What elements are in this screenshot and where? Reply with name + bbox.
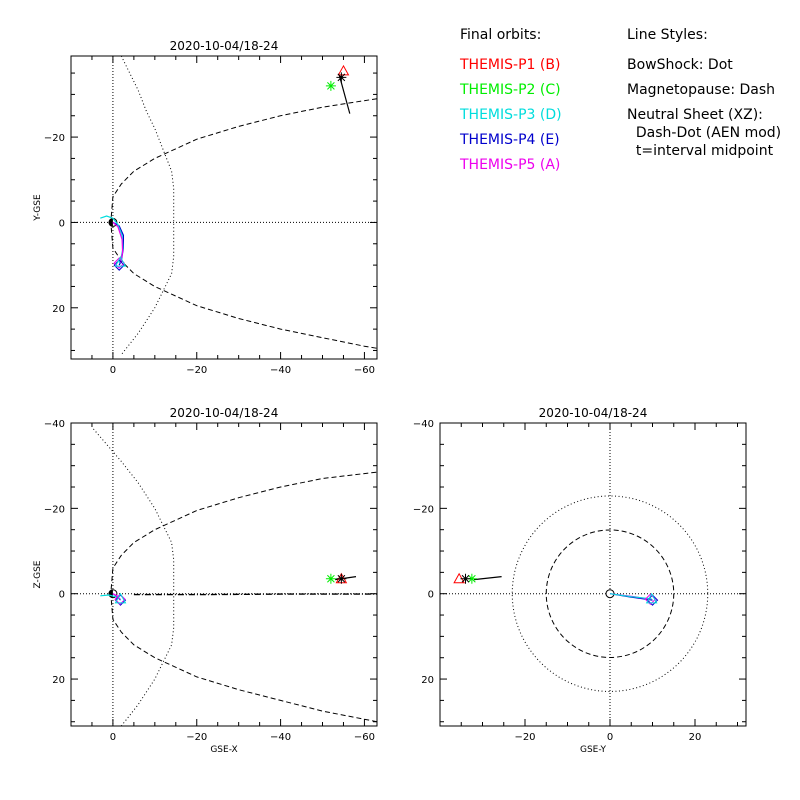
legend-style-bowshock: BowShock: Dot [627,57,733,73]
x-tick-label: −60 [354,365,375,376]
panel-title: 2020-10-04/18-24 [170,39,279,53]
orbit-line-2 [112,221,124,264]
x-tick-label: −60 [354,732,375,743]
y-tick-label: 0 [59,590,65,601]
plot-area [71,56,377,359]
legend-style-neutral-sheet-model: Dash-Dot (AEN mod) [627,125,782,141]
orbit-line-3 [473,576,502,581]
bow-shock-line [120,56,175,356]
y-axis-title: Z-GSE [33,560,43,588]
plot-frame [70,55,378,360]
panel-xy: 0 −20 −40 −60 −20 0 20 2020-10-04/18-24 Y-GSE [33,39,378,376]
legend-probe-p5: THEMIS-P5 (A) [460,157,561,173]
magnetopause-line [110,98,377,349]
x-tick-label: 20 [689,732,702,743]
magnetopause-line [110,471,377,723]
plot-frame [439,422,747,727]
panel-xz: 0 −20 −40 −60 20 0 −20 −40 2020-10-04/18-24 GSE-X… [33,406,378,755]
orbit-line-2 [609,593,652,600]
panel-yz: −20 0 20 20 0 −20 −40 2020-10-04/18-24 GSE-Y [413,406,747,755]
legend-probe-p4: THEMIS-P4 (E) [460,132,560,148]
legend-style-neutral-sheet: Neutral Sheet (XZ): [627,107,763,123]
marker-triangle-5 [114,592,127,604]
x-tick-label: 0 [110,732,116,743]
x-tick-label: 0 [607,732,613,743]
y-tick-label: 20 [52,675,65,686]
panel-title: 2020-10-04/18-24 [539,406,648,420]
marker-asterisk-2 [460,573,471,584]
y-tick-label: 20 [421,675,434,686]
orbit-line-2 [112,593,121,600]
legend-probe-p2: THEMIS-P2 (C) [460,82,561,98]
x-axis-title: GSE-X [210,745,237,755]
legend-style-neutral-sheet-time: t=interval midpoint [627,143,774,159]
legend-probe-p3: THEMIS-P3 (D) [460,107,562,123]
marker-asterisk-1 [466,573,477,584]
x-tick-label: −20 [514,732,535,743]
marker-diamond-3 [113,259,125,271]
x-tick-label: −40 [270,732,291,743]
legend-style-magnetopause: Magnetopause: Dash [627,82,776,98]
legend-probe-p1: THEMIS-P1 (B) [460,57,561,73]
marker-diamond-4 [114,593,126,605]
magnetopause-circle [545,529,675,658]
x-tick-label: −20 [186,365,207,376]
y-tick-label: −20 [413,504,434,515]
y-tick-label: −20 [44,133,65,144]
earth-night-side [108,218,113,227]
x-tick-label: 0 [110,365,116,376]
marker-asterisk-2 [336,573,347,584]
marker-asterisk-2 [336,72,347,83]
marker-triangle-0 [337,64,350,76]
y-tick-label: −40 [44,419,65,430]
plot-frame [70,422,378,727]
marker-triangle-5 [114,256,127,267]
bow-shock-circle [511,495,709,692]
legend-orbits-header: Final orbits: [460,27,542,43]
marker-asterisk-1 [325,573,336,584]
y-tick-label: −40 [413,419,434,430]
marker-asterisk-1 [325,80,336,91]
panel-title: 2020-10-04/18-24 [170,406,279,420]
neutral-sheet-line [133,593,377,596]
marker-triangle-5 [645,592,658,604]
plot-area [440,423,746,726]
x-axis-title: GSE-Y [580,745,607,755]
legend-styles-header: Line Styles: [627,27,708,43]
y-tick-label: 0 [428,590,434,601]
y-axis-title: Y-GSE [33,194,43,222]
x-tick-label: −20 [186,732,207,743]
plot-area [71,423,377,726]
y-tick-label: 0 [59,218,65,229]
y-tick-label: −20 [44,504,65,515]
x-tick-label: −40 [270,365,291,376]
y-tick-label: 20 [52,304,65,315]
bow-shock-line [91,426,175,726]
